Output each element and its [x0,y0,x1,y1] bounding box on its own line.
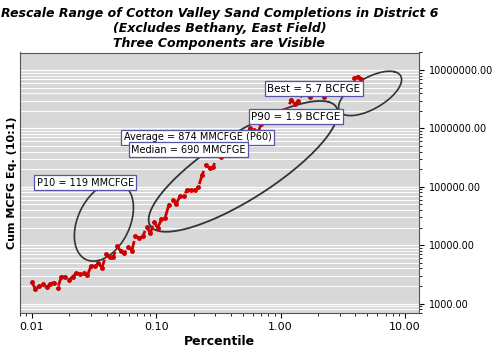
Text: Average = 874 MMCFGE (P60): Average = 874 MMCFGE (P60) [124,132,272,142]
Text: Best = 5.7 BCFGE: Best = 5.7 BCFGE [267,84,360,94]
Text: P90 = 1.9 BCFGE: P90 = 1.9 BCFGE [251,111,340,121]
Text: P10 = 119 MMCFGE: P10 = 119 MMCFGE [37,178,134,187]
Title: Rescale Range of Cotton Valley Sand Completions in District 6
(Excludes Bethany,: Rescale Range of Cotton Valley Sand Comp… [0,7,438,50]
X-axis label: Percentile: Percentile [184,335,255,348]
Y-axis label: Cum MCFG Eq. (10:1): Cum MCFG Eq. (10:1) [7,116,17,249]
Text: Median = 690 MMCFGE: Median = 690 MMCFGE [131,145,246,155]
